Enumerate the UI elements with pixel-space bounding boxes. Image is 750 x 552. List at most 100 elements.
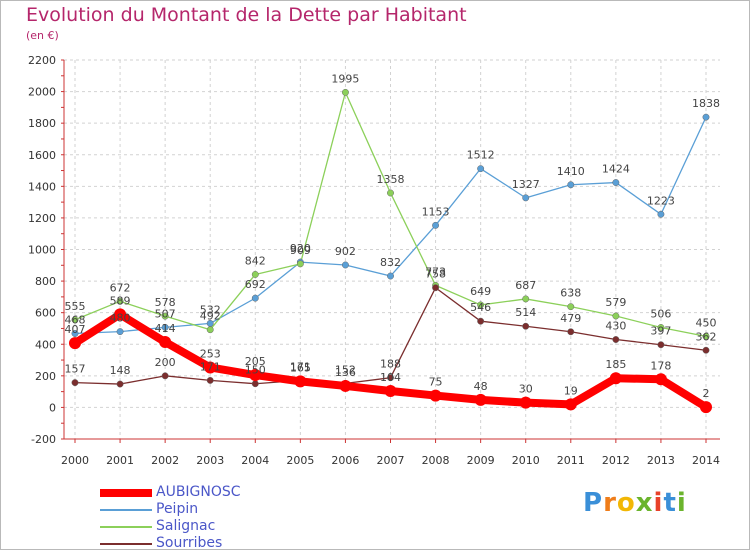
data-point-salignac xyxy=(387,189,394,197)
data-label-peipin: 1424 xyxy=(602,163,630,176)
data-label-peipin: 1410 xyxy=(557,165,585,178)
data-point-sourribes xyxy=(206,376,214,384)
legend: AUBIGNOSC Peipin Salignac Sourribes xyxy=(100,484,320,552)
data-point-aubignosc xyxy=(339,379,352,392)
data-label-salignac: 773 xyxy=(425,265,446,278)
data-point-peipin xyxy=(432,221,440,229)
data-point-salignac xyxy=(341,88,349,96)
y-tick-label: 1000 xyxy=(28,244,56,257)
data-point-aubignosc xyxy=(294,375,307,388)
data-label-sourribes: 171 xyxy=(200,360,221,373)
y-tick-label: 800 xyxy=(35,275,56,288)
legend-swatch xyxy=(100,526,152,528)
data-label-salignac: 672 xyxy=(110,281,131,294)
x-tick-label: 2004 xyxy=(241,454,269,467)
data-label-aubignosc: 2 xyxy=(703,387,710,400)
y-tick-label: 400 xyxy=(35,338,56,351)
y-tick-label: 200 xyxy=(35,370,56,383)
chart-title: Evolution du Montant de la Dette par Hab… xyxy=(26,4,467,26)
data-label-aubignosc: 178 xyxy=(650,359,671,372)
data-point-salignac xyxy=(71,316,79,324)
data-point-aubignosc xyxy=(429,389,442,402)
data-label-sourribes: 546 xyxy=(470,301,491,314)
legend-item-peipin: Peipin xyxy=(100,501,320,518)
data-label-aubignosc: 253 xyxy=(200,347,221,360)
x-tick-label: 2013 xyxy=(647,454,675,467)
data-point-sourribes xyxy=(522,322,530,330)
data-label-salignac: 506 xyxy=(650,308,671,321)
legend-label: Salignac xyxy=(156,518,216,534)
data-point-salignac xyxy=(612,312,620,320)
x-tick-label: 2000 xyxy=(61,454,89,467)
legend-item-aubignosc: AUBIGNOSC xyxy=(100,484,320,501)
data-point-sourribes xyxy=(657,341,665,349)
data-point-peipin xyxy=(251,294,259,302)
legend-label: Sourribes xyxy=(156,535,223,551)
x-tick-label: 2010 xyxy=(512,454,540,467)
data-point-aubignosc xyxy=(204,361,217,374)
legend-item-salignac: Salignac xyxy=(100,518,320,535)
data-label-sourribes: 150 xyxy=(245,364,266,377)
y-tick-label: -200 xyxy=(31,433,56,446)
data-label-aubignosc: 589 xyxy=(110,294,131,307)
data-point-salignac xyxy=(657,324,665,331)
data-label-sourribes: 397 xyxy=(650,325,671,338)
data-label-aubignosc: 48 xyxy=(474,380,488,393)
data-label-peipin: 1327 xyxy=(512,178,540,191)
data-point-aubignosc xyxy=(69,337,81,350)
y-tick-label: 600 xyxy=(35,307,56,320)
data-point-sourribes xyxy=(567,328,575,336)
data-label-peipin: 692 xyxy=(245,278,266,291)
data-point-peipin xyxy=(161,323,169,331)
data-label-sourribes: 758 xyxy=(425,268,446,281)
data-label-salignac: 555 xyxy=(65,300,86,313)
y-tick-label: 1800 xyxy=(28,117,56,130)
x-tick-label: 2002 xyxy=(151,454,179,467)
data-point-salignac xyxy=(161,312,169,320)
x-tick-label: 2012 xyxy=(602,454,630,467)
data-label-aubignosc: 136 xyxy=(335,366,356,379)
x-tick-label: 2014 xyxy=(692,454,720,467)
data-point-salignac xyxy=(522,295,530,303)
data-point-peipin xyxy=(477,165,485,173)
data-point-sourribes xyxy=(71,379,79,387)
chart-unit: (en €) xyxy=(26,29,59,42)
data-point-peipin xyxy=(387,272,394,280)
legend-swatch xyxy=(100,489,152,497)
data-point-sourribes xyxy=(251,380,259,388)
data-point-aubignosc xyxy=(564,398,577,411)
legend-swatch xyxy=(100,543,152,545)
data-point-peipin xyxy=(341,261,349,269)
data-label-aubignosc: 205 xyxy=(245,355,266,368)
data-label-aubignosc: 407 xyxy=(65,323,86,336)
data-label-salignac: 492 xyxy=(200,310,221,323)
legend-swatch xyxy=(100,509,152,511)
data-label-peipin: 1838 xyxy=(692,97,720,110)
data-point-aubignosc xyxy=(114,308,127,321)
data-point-sourribes xyxy=(477,317,485,325)
data-point-aubignosc xyxy=(159,336,172,349)
x-tick-labels: 2000 2001 2002 2003 2004 2005 2006 2007 2008 2009… xyxy=(61,454,720,467)
data-label-peipin: 480 xyxy=(110,312,131,325)
data-label-aubignosc: 30 xyxy=(519,383,533,396)
x-tick-label: 2001 xyxy=(106,454,134,467)
data-point-sourribes xyxy=(116,380,124,388)
data-label-sourribes: 200 xyxy=(155,356,176,369)
data-point-sourribes xyxy=(387,374,394,382)
data-labels: 407 589 414 253 205 165 136 104 75 48 30 19 185 178 2 4… xyxy=(65,72,721,400)
data-point-salignac xyxy=(477,301,485,309)
data-label-peipin: 507 xyxy=(155,307,176,320)
data-label-peipin: 468 xyxy=(65,314,86,327)
y-tick-label: 0 xyxy=(49,401,56,414)
legend-label: AUBIGNOSC xyxy=(156,484,241,500)
data-point-peipin xyxy=(71,330,79,337)
data-point-salignac xyxy=(251,271,259,278)
x-tick-label: 2005 xyxy=(286,454,314,467)
proxiti-logo: Proxiti xyxy=(583,488,687,518)
data-label-sourribes: 188 xyxy=(380,358,401,371)
data-point-peipin xyxy=(522,194,530,202)
data-point-sourribes xyxy=(161,372,169,380)
y-tick-label: 2200 xyxy=(28,54,56,67)
data-point-salignac xyxy=(116,297,124,305)
data-point-aubignosc xyxy=(384,384,397,397)
